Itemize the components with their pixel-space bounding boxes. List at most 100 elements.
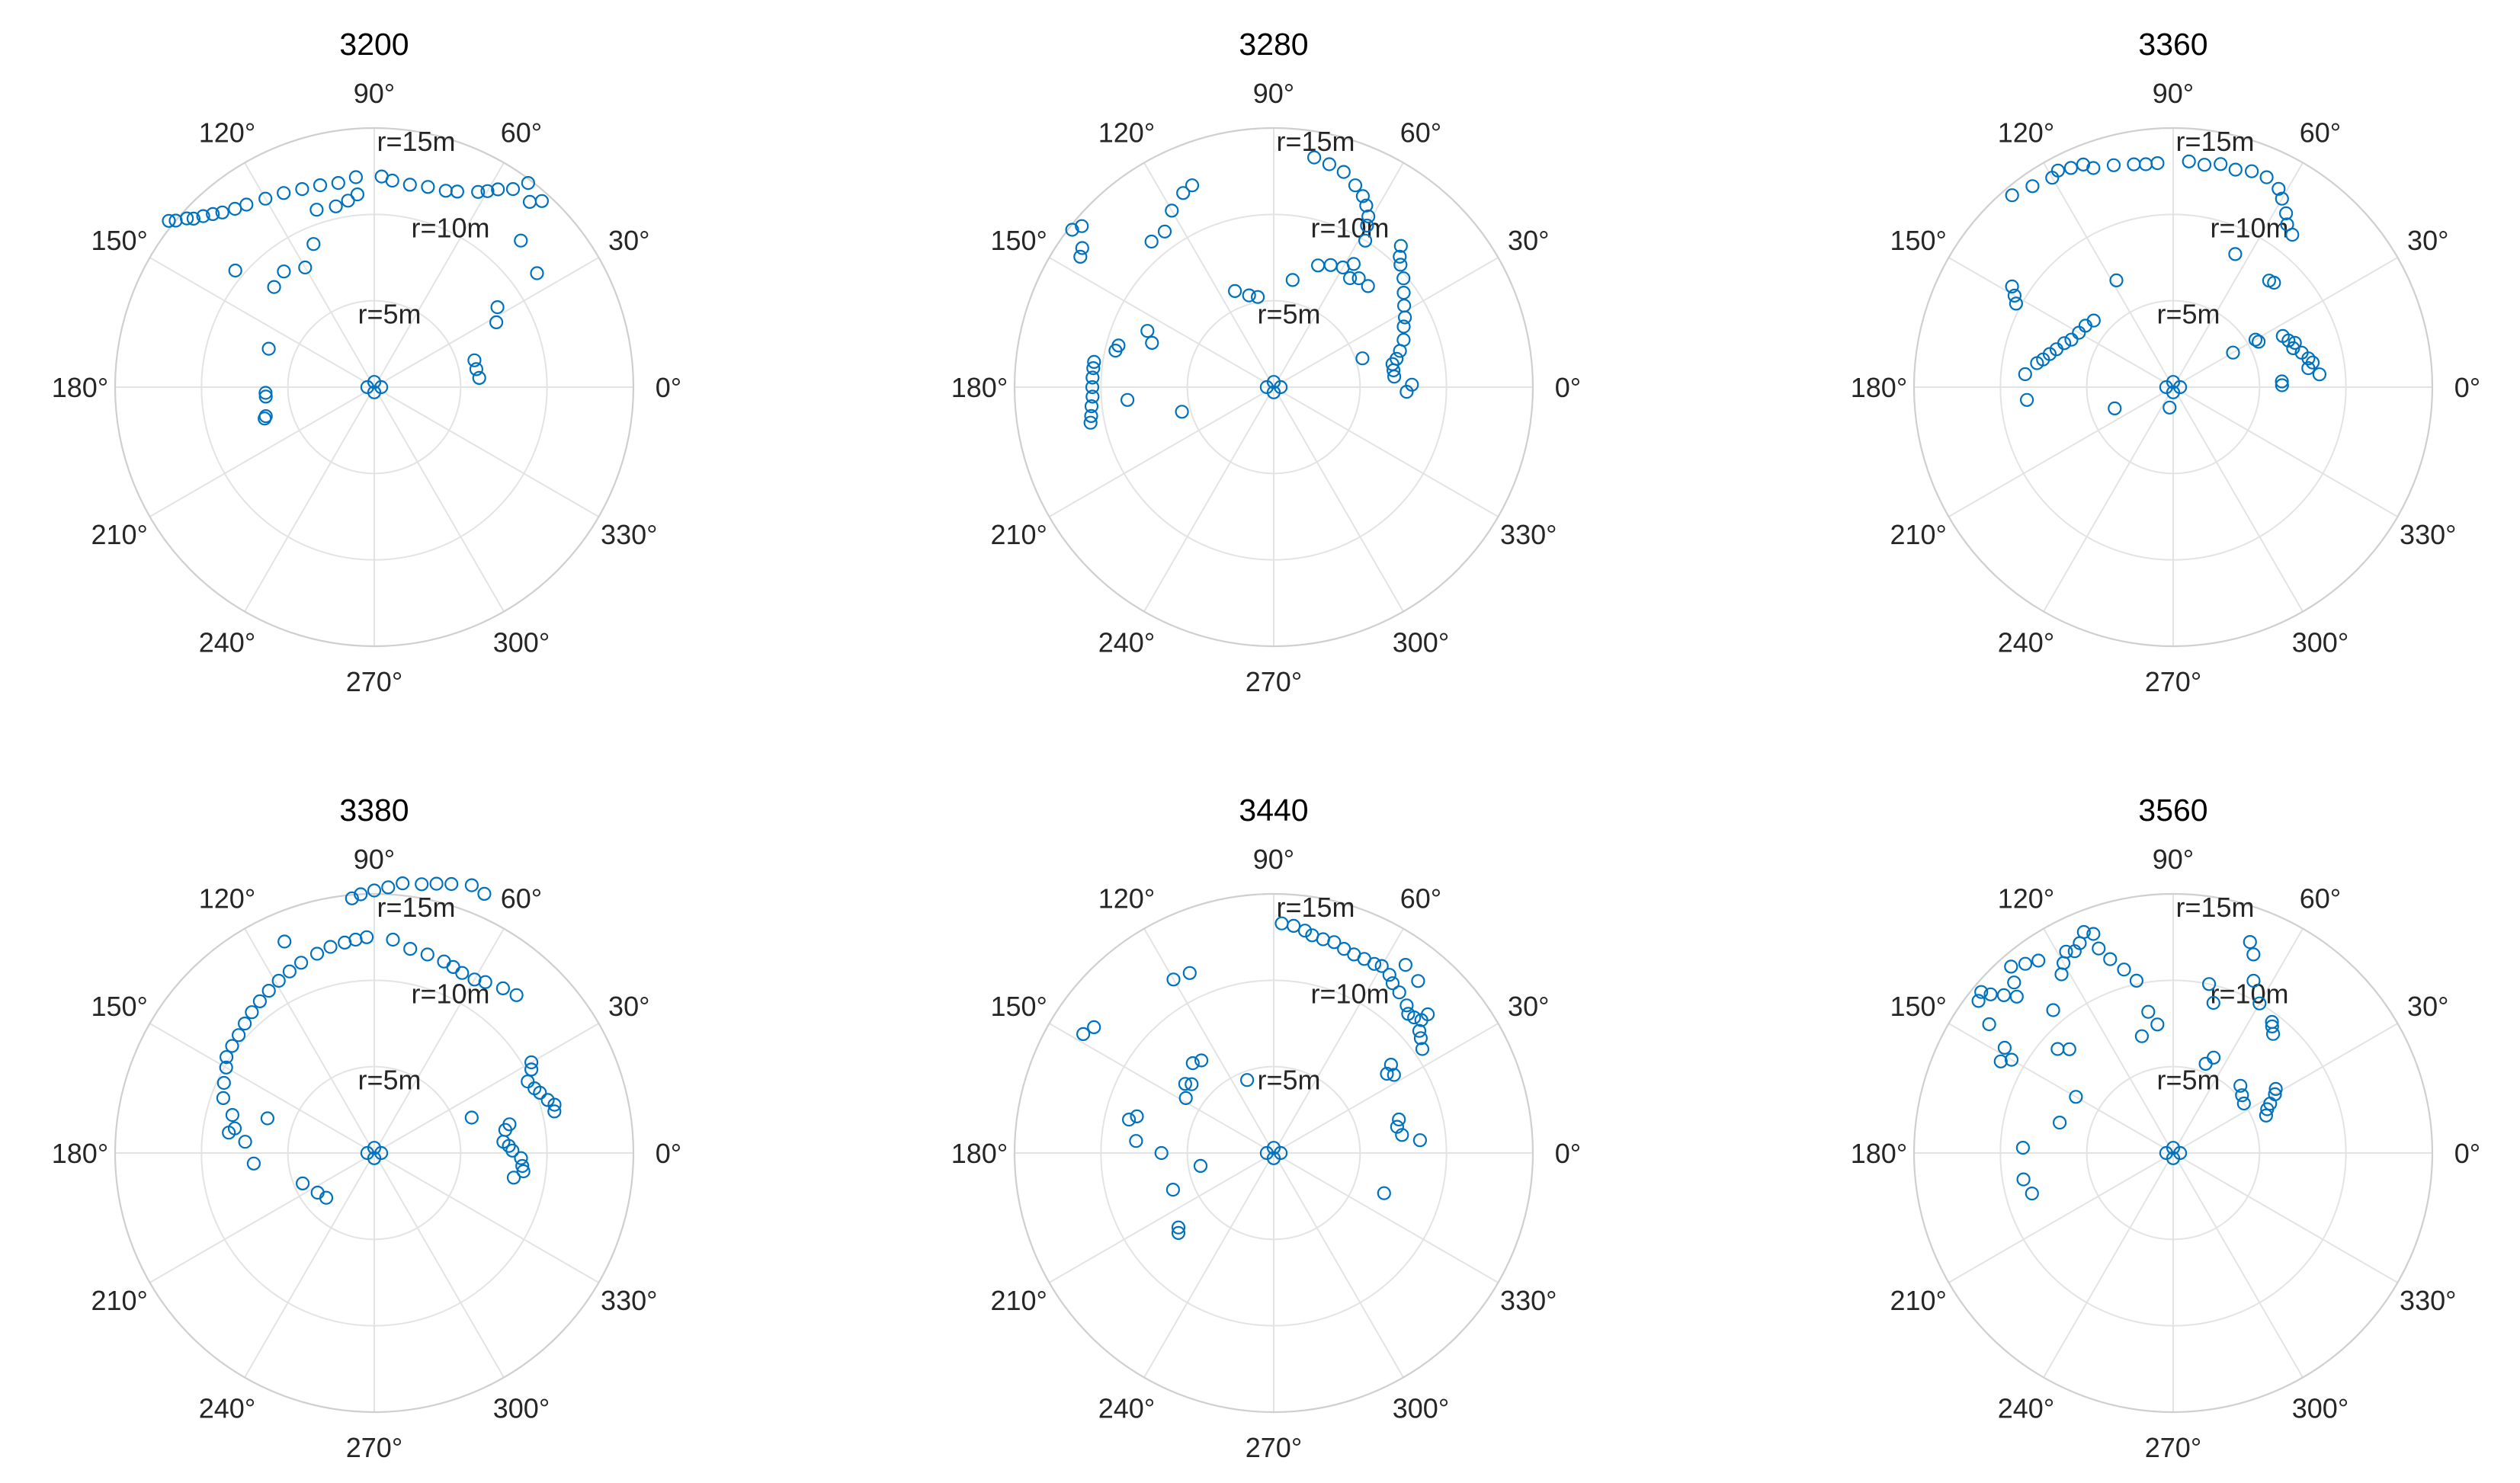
data-point	[1348, 178, 1363, 193]
subplot-title: 3280	[1239, 27, 1308, 62]
data-point	[1361, 209, 1376, 224]
data-point	[429, 876, 444, 891]
data-point	[1397, 310, 1412, 325]
data-point	[215, 205, 229, 219]
angular-grid-line	[244, 386, 375, 612]
data-point	[1182, 966, 1197, 980]
data-point	[1420, 1007, 1435, 1022]
data-point	[2173, 1145, 2188, 1161]
angle-tick-label: 30°	[1508, 991, 1549, 1022]
data-point	[2266, 1027, 2281, 1041]
angle-tick-label: 210°	[91, 519, 147, 550]
data-point	[1415, 1042, 1430, 1056]
data-point	[2025, 179, 2040, 194]
data-point	[2286, 341, 2300, 355]
data-point	[261, 983, 276, 998]
data-series	[1971, 924, 2283, 1201]
subplot-title: 3560	[2138, 793, 2207, 828]
data-point	[2009, 989, 2024, 1004]
data-point	[245, 1005, 259, 1020]
data-point	[2067, 944, 2082, 959]
data-point	[2050, 1042, 2065, 1056]
angle-tick-label: 330°	[2400, 1285, 2456, 1316]
angle-tick-label: 30°	[1508, 225, 1549, 256]
angular-grid-line	[1273, 386, 1499, 517]
data-point	[2207, 1050, 2221, 1065]
data-point	[277, 264, 291, 279]
data-point	[2197, 158, 2212, 172]
data-point	[260, 1111, 274, 1126]
data-point	[367, 1151, 382, 1165]
angle-tick-label: 240°	[1098, 626, 1155, 658]
angle-tick-label: 180°	[1851, 1138, 1907, 1169]
data-point	[1387, 1068, 1401, 1082]
data-point	[2046, 1003, 2060, 1017]
angle-tick-label: 30°	[2407, 991, 2448, 1022]
angle-tick-label: 300°	[1393, 626, 1449, 658]
data-point	[480, 184, 495, 198]
angular-grid-line	[2172, 1152, 2398, 1283]
data-point	[331, 176, 345, 191]
angle-tick-label: 30°	[608, 991, 649, 1022]
data-point	[306, 237, 321, 251]
angular-grid-line	[2172, 928, 2304, 1154]
data-point	[186, 211, 200, 226]
angle-tick-label: 150°	[91, 991, 147, 1022]
data-point	[2057, 336, 2072, 351]
data-point	[477, 886, 492, 902]
data-point	[534, 194, 550, 208]
data-point	[524, 1062, 539, 1077]
data-point	[1085, 389, 1100, 404]
data-point	[2004, 959, 2018, 974]
data-point	[1398, 957, 1413, 972]
angle-tick-label: 210°	[990, 1285, 1047, 1316]
data-point	[216, 1075, 231, 1091]
data-point	[1392, 1112, 1406, 1127]
data-point	[258, 191, 273, 206]
data-point	[1273, 380, 1288, 395]
data-point	[2281, 333, 2296, 348]
angular-grid-line	[2172, 1152, 2304, 1378]
data-point	[2018, 367, 2032, 382]
data-point	[1993, 1054, 2008, 1068]
data-point	[2092, 941, 2106, 956]
data-point	[222, 1126, 236, 1140]
data-point	[1185, 178, 1200, 193]
data-point	[2166, 1141, 2181, 1155]
angular-grid-line	[149, 1023, 375, 1154]
data-point	[1086, 361, 1101, 376]
data-point	[354, 887, 368, 902]
data-point	[2301, 361, 2316, 376]
data-point	[1084, 399, 1099, 414]
data-point	[1395, 1128, 1409, 1142]
angular-grid-line	[374, 1152, 599, 1283]
data-point	[1171, 1220, 1186, 1235]
data-point	[1178, 1091, 1193, 1106]
data-point	[1085, 370, 1100, 385]
data-point	[2150, 1017, 2165, 1032]
data-point	[298, 260, 313, 275]
data-point	[1393, 258, 1408, 272]
data-point	[1285, 273, 1300, 287]
data-point	[341, 194, 355, 208]
data-point	[2182, 154, 2196, 168]
data-point	[1383, 1057, 1399, 1072]
data-point	[2108, 401, 2122, 416]
data-point	[514, 233, 528, 248]
data-point	[2059, 944, 2073, 959]
angle-tick-label: 0°	[2454, 1138, 2480, 1169]
angle-tick-label: 150°	[990, 225, 1047, 256]
data-point	[2063, 161, 2078, 175]
data-point	[478, 975, 492, 989]
data-point	[2166, 1151, 2181, 1165]
data-point	[296, 1176, 310, 1191]
data-point	[309, 946, 325, 961]
data-point	[216, 1091, 230, 1106]
data-point	[246, 1156, 261, 1171]
data-point	[1193, 1158, 1208, 1174]
data-point	[1165, 203, 1179, 218]
data-point	[1393, 344, 1407, 358]
data-point	[1342, 271, 1358, 286]
data-point	[348, 932, 363, 947]
angle-tick-label: 120°	[1998, 883, 2054, 914]
